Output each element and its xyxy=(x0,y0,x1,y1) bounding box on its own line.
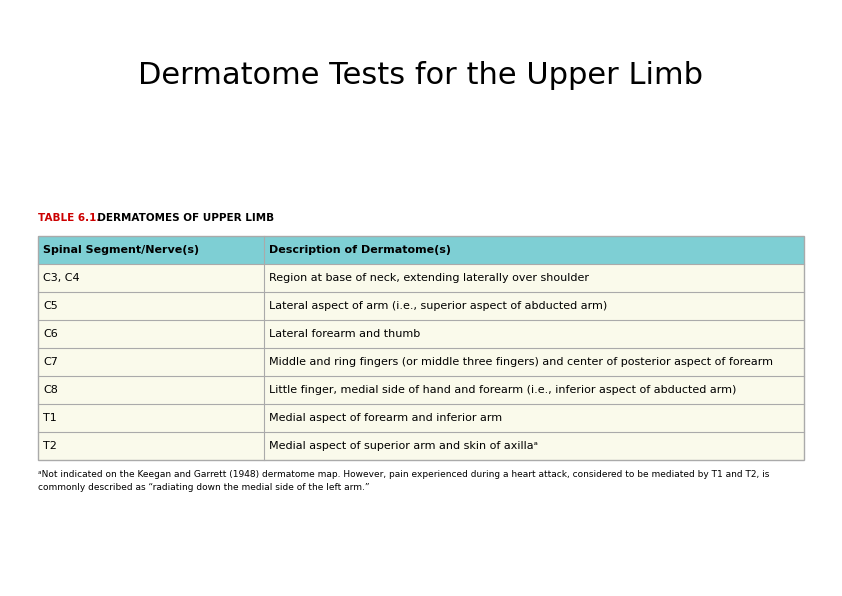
Text: Description of Dermatome(s): Description of Dermatome(s) xyxy=(269,245,451,255)
Bar xyxy=(38,404,804,432)
Text: Little finger, medial side of hand and forearm (i.e., inferior aspect of abducte: Little finger, medial side of hand and f… xyxy=(269,385,737,395)
Text: C7: C7 xyxy=(43,357,58,367)
Text: Lateral forearm and thumb: Lateral forearm and thumb xyxy=(269,329,420,339)
Bar xyxy=(38,320,804,348)
Bar xyxy=(38,376,804,404)
Bar xyxy=(38,236,804,264)
Text: DERMATOMES OF UPPER LIMB: DERMATOMES OF UPPER LIMB xyxy=(90,213,274,223)
Bar xyxy=(38,292,804,320)
Text: Middle and ring fingers (or middle three fingers) and center of posterior aspect: Middle and ring fingers (or middle three… xyxy=(269,357,773,367)
Text: T1: T1 xyxy=(43,413,56,423)
Text: Lateral aspect of arm (i.e., superior aspect of abducted arm): Lateral aspect of arm (i.e., superior as… xyxy=(269,301,607,311)
Text: Medial aspect of superior arm and skin of axillaᵃ: Medial aspect of superior arm and skin o… xyxy=(269,441,538,451)
Text: ᵃNot indicated on the Keegan and Garrett (1948) dermatome map. However, pain exp: ᵃNot indicated on the Keegan and Garrett… xyxy=(38,470,770,479)
Text: C5: C5 xyxy=(43,301,58,311)
Text: TABLE 6.1.: TABLE 6.1. xyxy=(38,213,100,223)
Text: Region at base of neck, extending laterally over shoulder: Region at base of neck, extending latera… xyxy=(269,273,589,283)
Text: commonly described as “radiating down the medial side of the left arm.”: commonly described as “radiating down th… xyxy=(38,483,370,492)
Text: Spinal Segment/Nerve(s): Spinal Segment/Nerve(s) xyxy=(43,245,199,255)
Bar xyxy=(38,236,804,460)
Bar xyxy=(38,432,804,460)
Bar xyxy=(38,264,804,292)
Text: Medial aspect of forearm and inferior arm: Medial aspect of forearm and inferior ar… xyxy=(269,413,502,423)
Text: Dermatome Tests for the Upper Limb: Dermatome Tests for the Upper Limb xyxy=(138,61,704,89)
Bar xyxy=(38,348,804,376)
Text: C8: C8 xyxy=(43,385,58,395)
Text: T2: T2 xyxy=(43,441,57,451)
Text: C3, C4: C3, C4 xyxy=(43,273,80,283)
Text: C6: C6 xyxy=(43,329,58,339)
